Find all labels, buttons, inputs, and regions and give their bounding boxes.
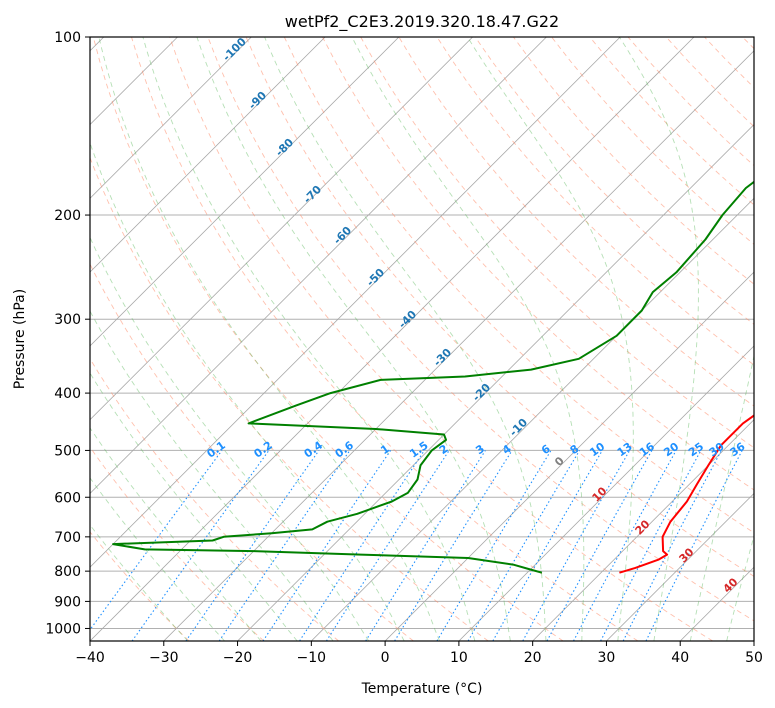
- mixing-ratio-line: [299, 450, 425, 641]
- dewpoint-profile-line: [112, 180, 754, 574]
- dry-adiabat-line: [360, 37, 754, 449]
- mixing-ratio-line: [622, 450, 722, 641]
- dry-adiabat-line: [245, 37, 754, 577]
- mixing-ratio-line: [131, 450, 270, 641]
- x-tick-label: −30: [149, 650, 179, 666]
- axis-ticks: −40 −30 −20 −10 0 10 20 30 40 50 100 200 300 400 500 60…: [45, 30, 763, 666]
- mixing-ratio-line: [645, 450, 743, 641]
- moist-adiabat-line: [90, 141, 405, 641]
- mixing-ratio-line: [185, 450, 320, 641]
- mixing-ratio-line: [522, 450, 631, 641]
- y-axis-title: Pressure (hPa): [12, 289, 28, 389]
- moist-adiabat-line: [351, 37, 585, 641]
- isotherm-line: [384, 271, 754, 641]
- isotherm-line: [606, 492, 754, 641]
- x-tick-label: −10: [297, 650, 327, 666]
- y-tick-label: 500: [54, 443, 81, 459]
- dry-adiabat-line: [90, 156, 489, 641]
- temperature-profile-line: [619, 414, 754, 574]
- x-tick-label: 20: [524, 650, 542, 666]
- dry-adiabat-line: [90, 263, 414, 641]
- dry-adiabat-line: [131, 37, 639, 641]
- moist-adiabat-line: [98, 37, 441, 641]
- dry-adiabat-line: [90, 357, 339, 641]
- y-tick-label: 300: [54, 312, 81, 328]
- mixing-ratio-line: [218, 450, 351, 641]
- dry-adiabat-line: [92, 37, 564, 641]
- x-tick-label: −20: [223, 650, 253, 666]
- moist-adiabat-line: [619, 37, 699, 641]
- mixing-ratio-line: [325, 450, 450, 641]
- moist-adiabat-line: [142, 37, 476, 641]
- isotherm-line: [532, 419, 754, 641]
- dry-adiabat-line: [513, 37, 754, 285]
- dry-adiabat-line: [207, 37, 754, 622]
- mixing-ratio-line: [262, 450, 392, 641]
- moist-adiabat-line: [689, 353, 754, 641]
- isotherm-line: [90, 37, 326, 273]
- moist-adiabat-line: [90, 310, 334, 641]
- moist-adiabat-line: [90, 236, 370, 641]
- x-tick-label: 0: [381, 650, 390, 666]
- isotherm-line: [237, 123, 754, 641]
- background-lines: [90, 37, 754, 641]
- x-tick-label: 50: [745, 650, 763, 666]
- dry-adiabat-line: [90, 531, 190, 641]
- y-tick-label: 800: [54, 564, 81, 580]
- isotherm-line: [90, 37, 252, 199]
- y-tick-label: 900: [54, 594, 81, 610]
- moist-adiabat-line: [467, 37, 634, 641]
- mixing-ratio-line: [546, 450, 653, 641]
- x-tick-label: 30: [598, 650, 616, 666]
- mixing-ratio-line: [573, 450, 677, 641]
- y-tick-label: 600: [54, 490, 81, 506]
- dry-adiabat-line: [474, 37, 754, 325]
- isotherm-line: [458, 345, 754, 641]
- x-axis-title: Temperature (°C): [361, 681, 483, 697]
- profile-lines: [112, 180, 754, 574]
- dry-adiabat-line: [398, 37, 754, 407]
- moist-adiabat-line: [196, 37, 511, 641]
- y-tick-label: 400: [54, 386, 81, 402]
- y-tick-label: 700: [54, 530, 81, 546]
- y-tick-label: 100: [54, 30, 81, 46]
- x-tick-label: −40: [75, 650, 105, 666]
- isotherm-line: [90, 37, 621, 568]
- isotherm-line: [90, 37, 473, 421]
- plot-frame: [89, 36, 755, 642]
- moist-adiabat-line: [726, 534, 754, 641]
- x-tick-label: 10: [450, 650, 468, 666]
- mixing-ratio-line: [394, 450, 513, 641]
- isotherm-line: [90, 37, 547, 495]
- dry-adiabat-line: [169, 37, 713, 641]
- chart-title: wetPf2_C2E3.2019.320.18.47.G22: [285, 12, 559, 32]
- isotherm-line: [90, 37, 400, 347]
- isotherm-line: [163, 50, 754, 641]
- isotherm-line: [311, 197, 754, 641]
- y-tick-label: 1000: [45, 621, 81, 637]
- y-tick-label: 200: [54, 208, 81, 224]
- mixing-ratio-line: [90, 450, 223, 631]
- grid-layer: [90, 37, 754, 641]
- x-tick-label: 40: [671, 650, 689, 666]
